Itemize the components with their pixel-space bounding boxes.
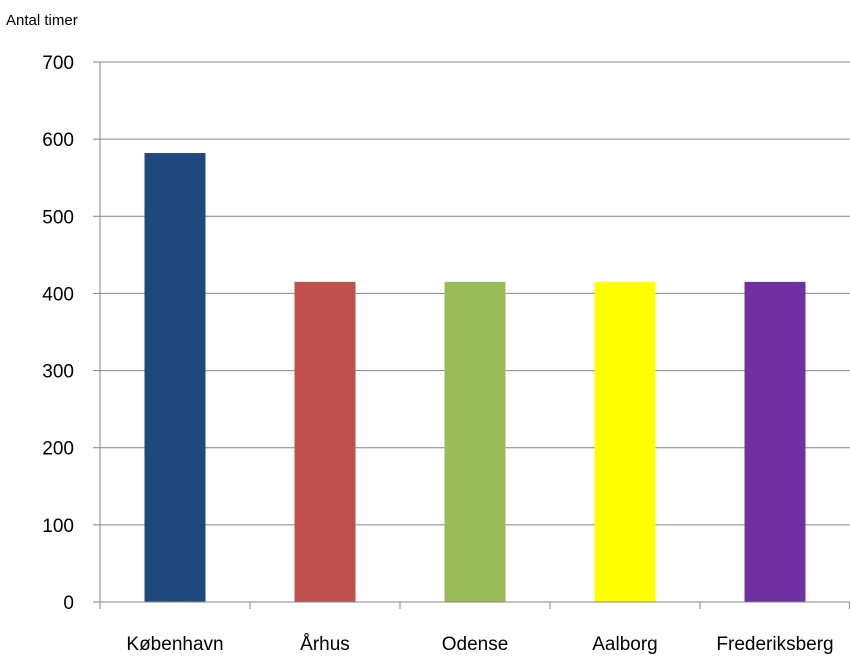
x-tick-label: Frederiksberg [716, 634, 833, 655]
x-tick-label: Aalborg [592, 634, 658, 655]
bar [594, 281, 656, 602]
y-tick-label: 700 [42, 53, 74, 74]
y-tick-label: 400 [42, 284, 74, 305]
y-tick-label: 100 [42, 516, 74, 537]
bar [744, 281, 806, 602]
bars [144, 153, 806, 602]
bar [294, 281, 356, 602]
y-axis-title: Antal timer [6, 12, 78, 29]
x-tick-label: København [126, 634, 223, 655]
y-tick-label: 300 [42, 362, 74, 383]
bar [444, 281, 506, 602]
y-tick-label: 500 [42, 207, 74, 228]
x-tick-label: Århus [300, 634, 350, 655]
x-tick-labels: København Århus Odense Aalborg Frederiksberg [126, 634, 833, 655]
y-tick-label: 200 [42, 439, 74, 460]
bar [144, 153, 206, 602]
y-tick-label: 0 [63, 593, 74, 614]
x-tick-label: Odense [442, 634, 509, 655]
y-tick-labels: 0 100 200 300 400 500 600 700 [42, 53, 74, 614]
y-tick-label: 600 [42, 130, 74, 151]
